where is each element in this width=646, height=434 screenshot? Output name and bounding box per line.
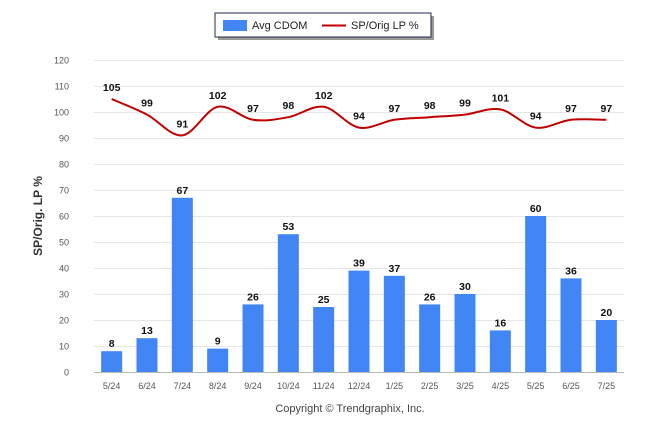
x-tick-label: 9/24 bbox=[244, 381, 262, 391]
line-data-label: 97 bbox=[247, 103, 259, 115]
legend-label-line: SP/Orig LP % bbox=[351, 20, 419, 32]
line-data-label: 102 bbox=[209, 90, 227, 102]
bar-data-label: 39 bbox=[353, 258, 365, 270]
y-tick-label: 10 bbox=[59, 342, 69, 352]
y-axis-ticks: 0 10 20 30 40 50 60 70 80 90 100 110 120 bbox=[54, 56, 69, 378]
bar bbox=[595, 320, 617, 372]
y-tick-label: 100 bbox=[54, 108, 69, 118]
legend: Avg CDOM SP/Orig LP % bbox=[214, 12, 434, 40]
bar-data-label: 37 bbox=[388, 263, 400, 275]
y-axis-title: SP/Orig. LP % bbox=[31, 176, 45, 256]
bar-data-label: 25 bbox=[318, 294, 330, 306]
bar-data-labels: 8 13 67 9 26 53 25 39 37 26 30 16 60 36 20 bbox=[109, 185, 613, 350]
bar-data-label: 53 bbox=[282, 221, 294, 233]
bar bbox=[207, 348, 229, 372]
x-axis-ticks: 5/24 6/24 7/24 8/24 9/24 10/24 11/24 12/24 1/25 2… bbox=[103, 381, 615, 391]
line-data-label: 91 bbox=[176, 118, 188, 130]
line-data-label: 99 bbox=[141, 98, 153, 110]
bar-data-label: 16 bbox=[494, 317, 506, 329]
bar bbox=[242, 304, 264, 372]
y-tick-label: 110 bbox=[55, 82, 69, 92]
bar bbox=[348, 270, 370, 372]
legend-label-bar: Avg CDOM bbox=[252, 20, 307, 32]
bar bbox=[419, 304, 441, 372]
bar-data-label: 13 bbox=[141, 325, 153, 337]
bar bbox=[313, 307, 335, 372]
x-tick-label: 2/25 bbox=[421, 381, 439, 391]
bar-data-label: 67 bbox=[176, 185, 188, 197]
bar-data-label: 60 bbox=[530, 203, 542, 215]
x-tick-label: 10/24 bbox=[277, 381, 300, 391]
bar-data-label: 9 bbox=[215, 336, 221, 348]
y-tick-label: 90 bbox=[59, 134, 69, 144]
x-tick-label: 1/25 bbox=[386, 381, 404, 391]
x-tick-label: 3/25 bbox=[456, 381, 474, 391]
y-tick-label: 30 bbox=[59, 290, 69, 300]
line-data-label: 97 bbox=[388, 103, 400, 115]
bar bbox=[101, 351, 123, 372]
x-tick-label: 12/24 bbox=[348, 381, 371, 391]
line-data-label: 99 bbox=[459, 98, 471, 110]
y-tick-label: 60 bbox=[59, 212, 69, 222]
bar-data-label: 36 bbox=[565, 265, 577, 277]
bar-data-label: 30 bbox=[459, 281, 471, 293]
bar bbox=[454, 294, 476, 372]
bar bbox=[489, 330, 511, 372]
y-tick-label: 80 bbox=[59, 160, 69, 170]
x-tick-label: 4/25 bbox=[492, 381, 510, 391]
line-data-label: 97 bbox=[565, 103, 577, 115]
y-tick-label: 40 bbox=[59, 264, 69, 274]
line-data-label: 98 bbox=[282, 100, 294, 112]
copyright-footer: Copyright © Trendgraphix, Inc. bbox=[275, 403, 424, 415]
line-data-label: 101 bbox=[492, 92, 510, 104]
line-data-label: 94 bbox=[353, 111, 365, 123]
y-tick-label: 0 bbox=[64, 368, 69, 378]
line-data-label: 94 bbox=[530, 111, 542, 123]
legend-swatch-bar bbox=[223, 20, 247, 31]
line-series bbox=[111, 98, 607, 137]
bar bbox=[560, 278, 582, 372]
bar-data-label: 26 bbox=[424, 291, 436, 303]
bar bbox=[171, 197, 193, 372]
bar-data-label: 26 bbox=[247, 291, 259, 303]
line-path bbox=[111, 98, 607, 137]
x-tick-label: 8/24 bbox=[209, 381, 227, 391]
x-tick-label: 11/24 bbox=[313, 381, 335, 391]
line-data-label: 97 bbox=[600, 103, 612, 115]
bar bbox=[136, 338, 158, 372]
bar-series bbox=[101, 197, 617, 372]
x-tick-label: 5/25 bbox=[527, 381, 545, 391]
bar bbox=[277, 234, 299, 372]
x-tick-label: 7/25 bbox=[598, 381, 616, 391]
bar-data-label: 8 bbox=[109, 338, 115, 350]
bar bbox=[525, 216, 547, 372]
line-data-label: 98 bbox=[424, 100, 436, 112]
y-tick-label: 50 bbox=[59, 238, 69, 248]
line-data-labels: 105 99 91 102 97 98 102 94 97 98 99 101 94 97 97 bbox=[103, 82, 612, 130]
y-tick-label: 20 bbox=[59, 316, 69, 326]
y-tick-label: 120 bbox=[54, 56, 69, 66]
x-tick-label: 5/24 bbox=[103, 381, 121, 391]
x-tick-label: 6/24 bbox=[138, 381, 156, 391]
bar bbox=[383, 275, 405, 372]
y-tick-label: 70 bbox=[59, 186, 69, 196]
x-tick-label: 7/24 bbox=[174, 381, 192, 391]
line-data-label: 102 bbox=[315, 90, 333, 102]
x-tick-label: 6/25 bbox=[562, 381, 580, 391]
bar-data-label: 20 bbox=[600, 307, 612, 319]
line-data-label: 105 bbox=[103, 82, 121, 94]
